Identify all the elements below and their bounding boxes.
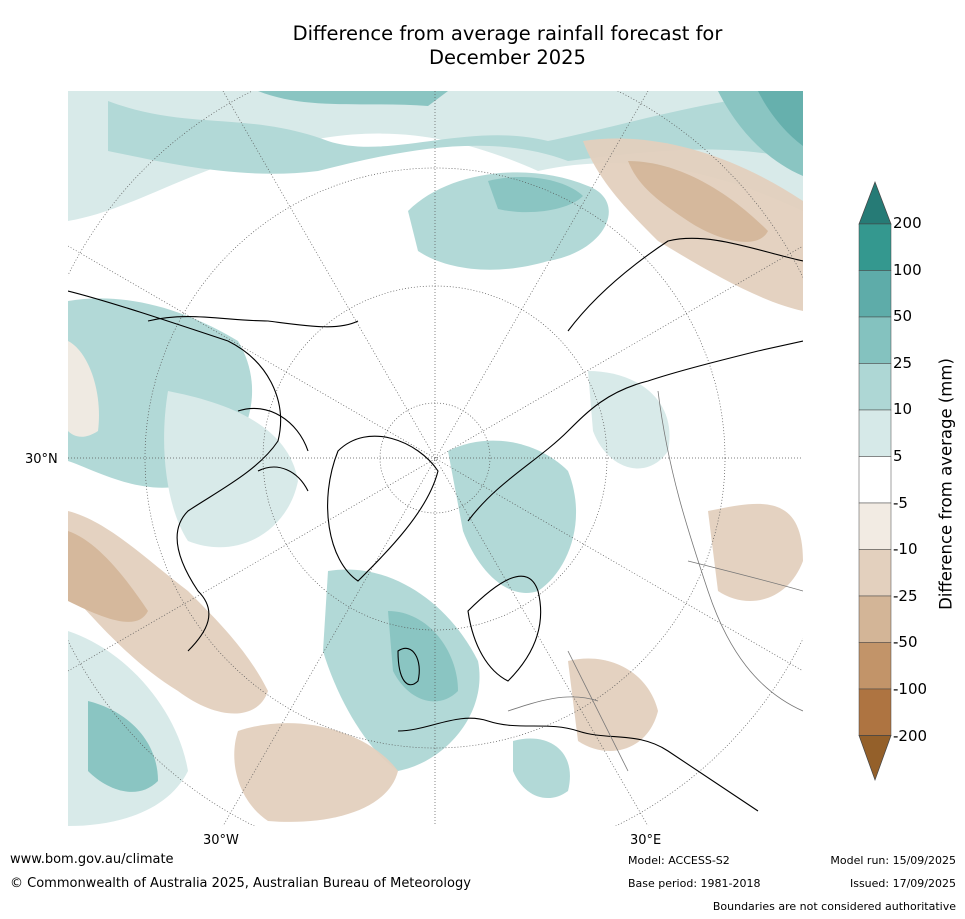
wet-north-pacific bbox=[68, 91, 803, 221]
colorbar-bin-m100-m200 bbox=[858, 688, 892, 736]
colorbar-bin-5-10 bbox=[858, 409, 892, 457]
canadian-archipelago bbox=[237, 407, 309, 492]
rainfall-anomaly-map bbox=[68, 91, 803, 826]
dry-west-pacific bbox=[68, 341, 99, 437]
scandinavia-coast bbox=[467, 575, 542, 682]
footer-model: Model: ACCESS-S2 bbox=[628, 854, 730, 867]
colorbar-extend-min bbox=[858, 735, 892, 782]
footer-base-period: Base period: 1981-2018 bbox=[628, 877, 761, 890]
colorbar-tick: 25 bbox=[893, 354, 913, 372]
label-lon-30e: 30°E bbox=[630, 833, 662, 848]
colorbar-tick: -10 bbox=[893, 540, 918, 558]
dry-subtropical-atlantic bbox=[234, 723, 398, 822]
wet-pacific-mid bbox=[258, 91, 448, 106]
colorbar-tick: 50 bbox=[893, 307, 913, 325]
colorbar-tick: -5 bbox=[893, 494, 908, 512]
colorbar-tick: -25 bbox=[893, 587, 918, 605]
colorbar-tick: 5 bbox=[893, 447, 903, 465]
label-lat-30n: 30°N bbox=[25, 452, 58, 467]
wet-siberia bbox=[588, 371, 670, 469]
colorbar-tick: 10 bbox=[893, 400, 913, 418]
greenland-coast bbox=[327, 435, 439, 582]
footer-copyright: © Commonwealth of Australia 2025, Austra… bbox=[10, 876, 471, 891]
eurasia-north-coast bbox=[467, 340, 803, 522]
wet-scandinavia bbox=[448, 440, 577, 593]
colorbar-bin-25-50 bbox=[858, 316, 892, 364]
wet-atlantic-core bbox=[388, 611, 458, 702]
colorbar-tick: -50 bbox=[893, 633, 918, 651]
dry-east-asia-core bbox=[628, 161, 768, 242]
british-isles bbox=[397, 648, 420, 686]
colorbar-bin-10-25 bbox=[858, 363, 892, 411]
alaska-coast bbox=[147, 316, 359, 328]
north-america-coast bbox=[68, 290, 282, 652]
dry-us-east-core bbox=[68, 531, 148, 622]
title-line-2: December 2025 bbox=[429, 46, 586, 69]
title-line-1: Difference from average rainfall forecas… bbox=[292, 22, 723, 45]
dry-east-asia bbox=[583, 138, 803, 311]
label-lon-30w: 30°W bbox=[203, 833, 239, 848]
wet-north-central-core bbox=[488, 176, 583, 213]
siberia-coast bbox=[567, 237, 803, 332]
footer-model-run: Model run: 15/09/2025 bbox=[830, 854, 956, 867]
colorbar-bin-neutral bbox=[858, 456, 892, 504]
footer-issued: Issued: 17/09/2025 bbox=[849, 877, 956, 890]
map-title: Difference from average rainfall forecas… bbox=[200, 22, 815, 70]
wet-bering-east-core bbox=[758, 91, 803, 146]
dry-us-east bbox=[68, 511, 268, 714]
colorbar-bin-m50-m100 bbox=[858, 642, 892, 690]
colorbar-bin-m25-m50 bbox=[858, 595, 892, 643]
colorbar-tick: 200 bbox=[893, 214, 922, 232]
wetter-areas bbox=[68, 91, 803, 826]
coastlines bbox=[68, 237, 803, 812]
wet-west-atlantic-core bbox=[88, 701, 158, 792]
dry-middle-east bbox=[568, 658, 658, 751]
dry-central-asia bbox=[708, 503, 803, 601]
wet-mediterranean bbox=[513, 738, 570, 799]
colorbar bbox=[858, 181, 892, 782]
colorbar-tick: -100 bbox=[893, 680, 928, 698]
colorbar-bin-m10-m25 bbox=[858, 549, 892, 597]
colorbar-extend-max bbox=[858, 181, 892, 225]
wet-canada-inner bbox=[164, 391, 298, 548]
drier-areas bbox=[68, 138, 803, 822]
colorbar-bin-100-200 bbox=[858, 223, 892, 271]
footer-disclaimer: Boundaries are not considered authoritat… bbox=[712, 900, 956, 913]
country-borders bbox=[507, 390, 803, 772]
footer-url: www.bom.gov.au/climate bbox=[10, 852, 174, 867]
colorbar-tick: 100 bbox=[893, 261, 922, 279]
colorbar-bin-m5-m10 bbox=[858, 502, 892, 550]
europe-coast bbox=[397, 717, 759, 812]
colorbar-tick: -200 bbox=[893, 727, 928, 745]
colorbar-title: Difference from average (mm) bbox=[936, 358, 956, 610]
colorbar-bin-50-100 bbox=[858, 270, 892, 318]
